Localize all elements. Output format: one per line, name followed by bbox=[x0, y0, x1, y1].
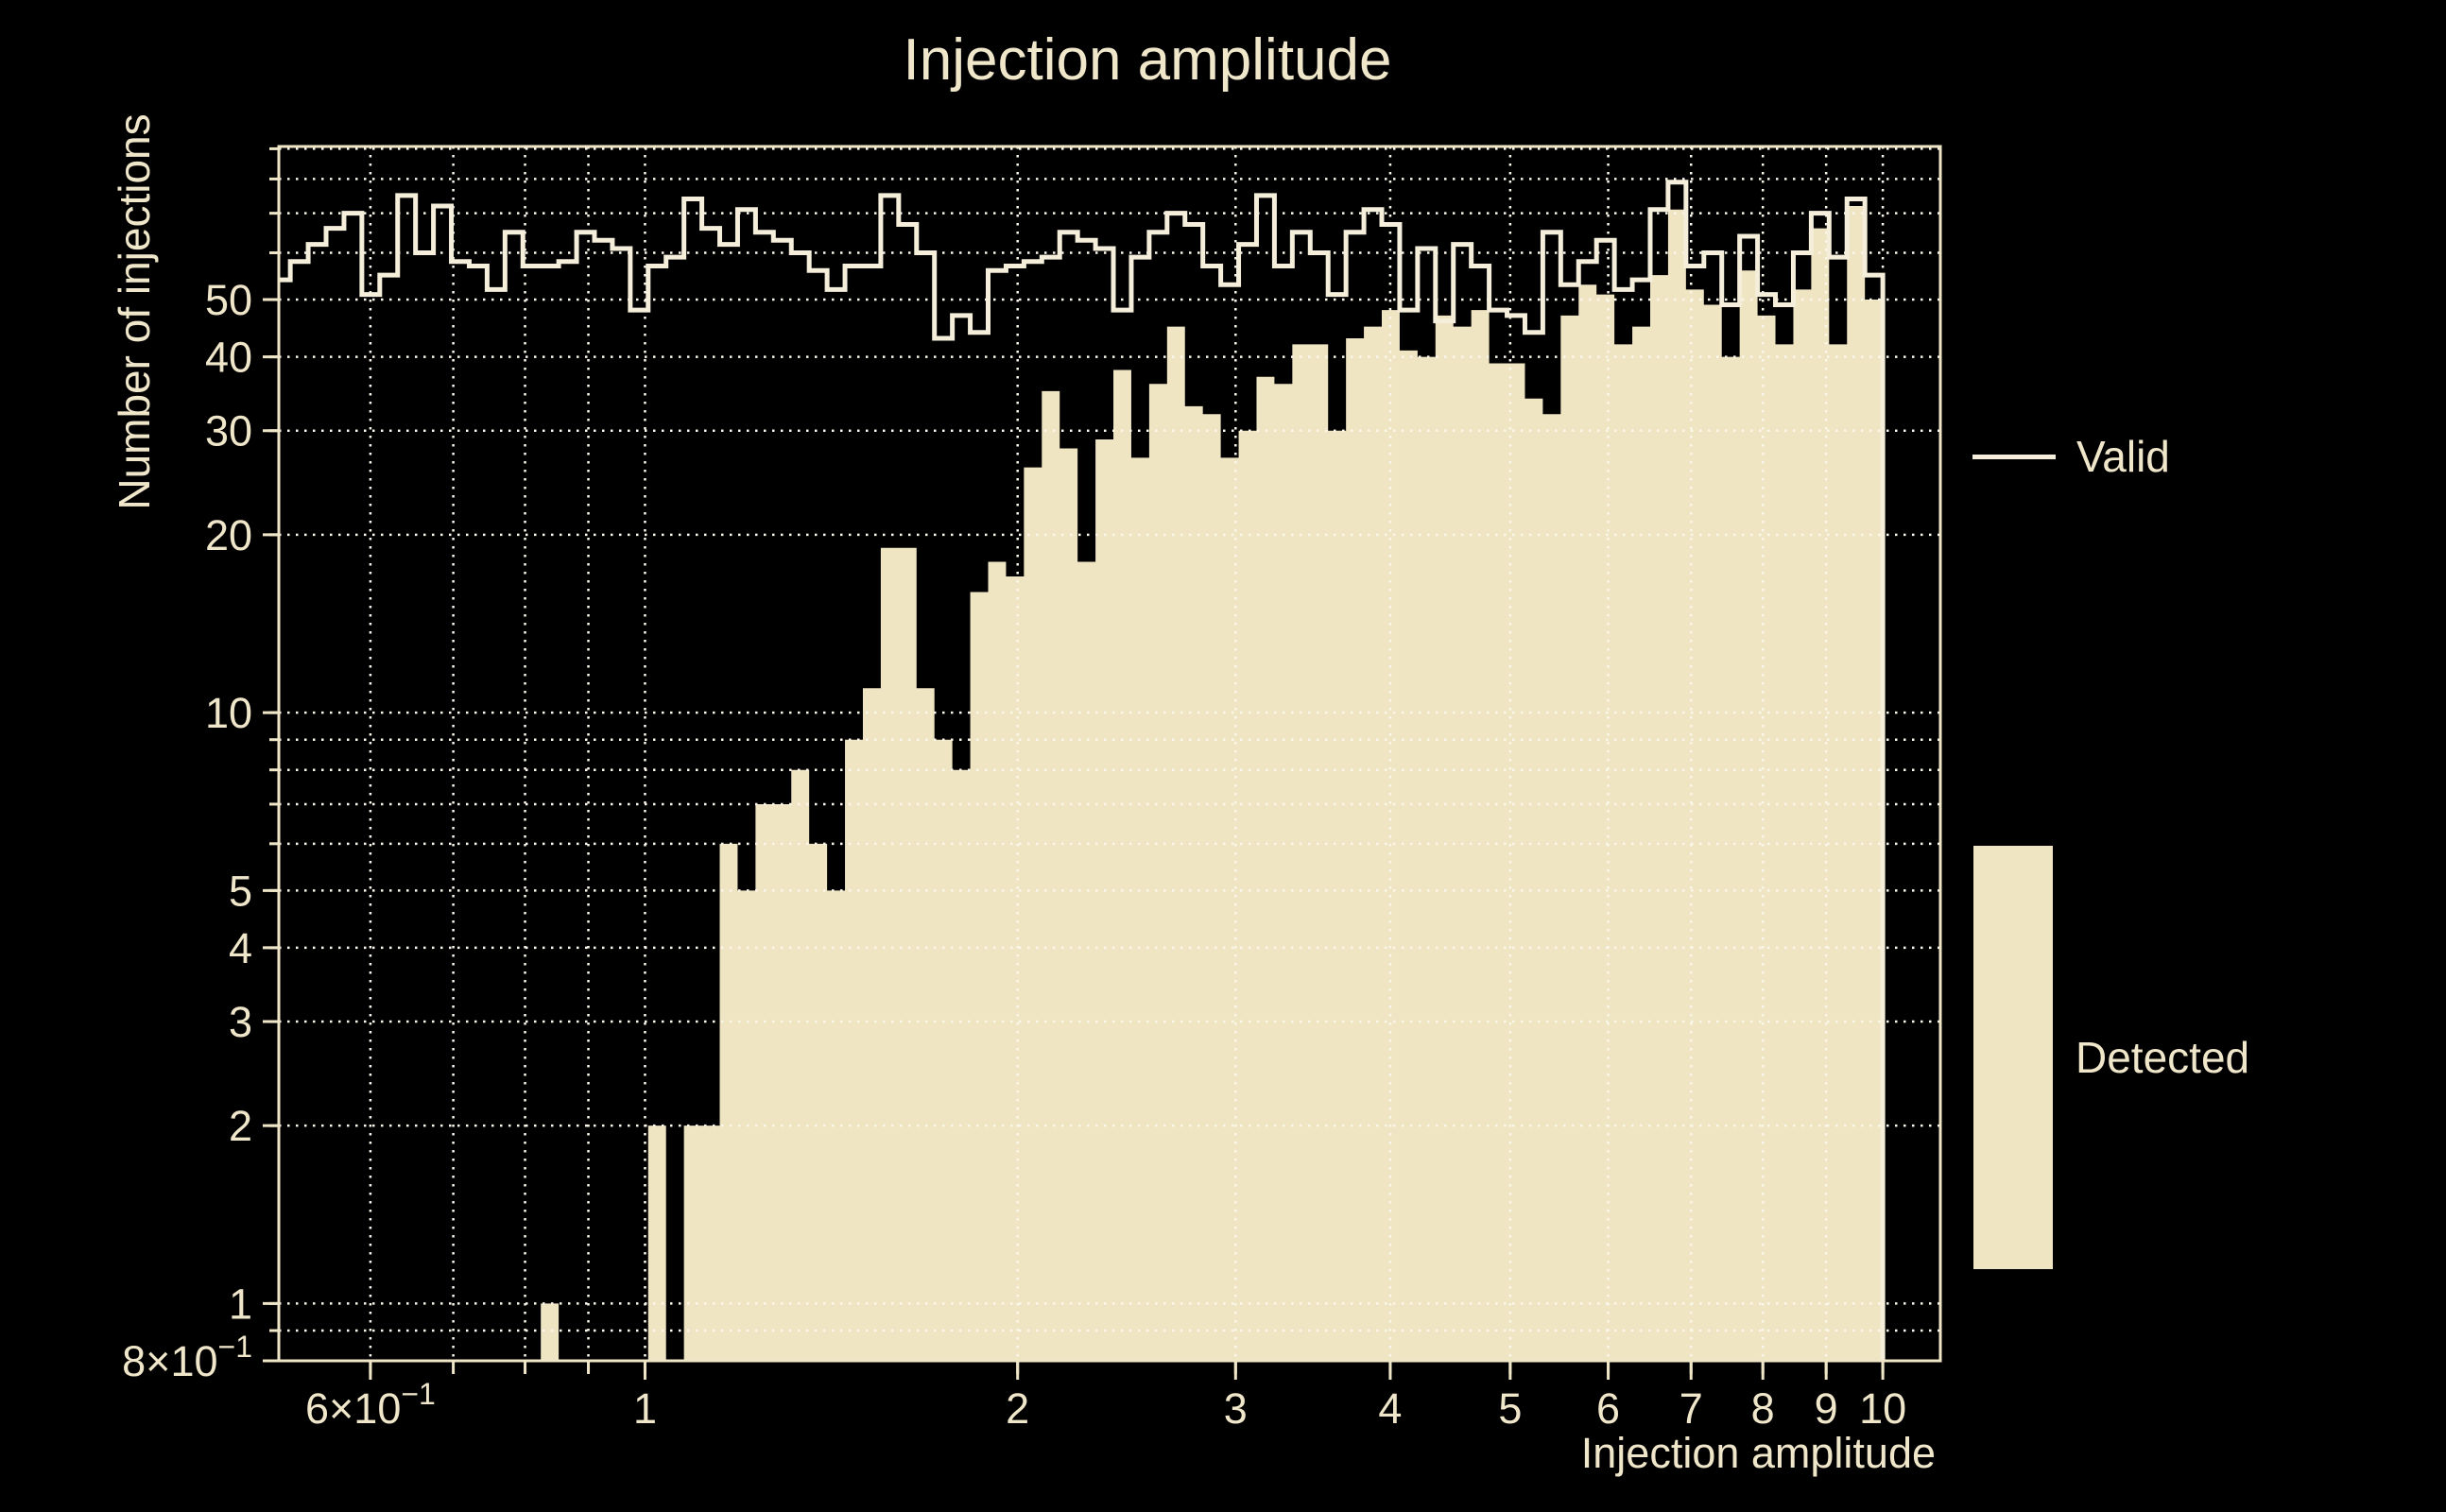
y-tick-label: 30 bbox=[205, 407, 252, 455]
x-tick-label: 10 bbox=[1859, 1384, 1906, 1433]
y-tick-label: 40 bbox=[205, 334, 252, 382]
y-tick-label: 5 bbox=[229, 867, 252, 915]
x-tick-label: 8 bbox=[1751, 1384, 1775, 1433]
y-tick-label: 8×10−1 bbox=[122, 1330, 252, 1385]
x-axis-title: Injection amplitude bbox=[1580, 1429, 1936, 1477]
x-tick-label: 9 bbox=[1815, 1384, 1838, 1433]
y-tick-label: 10 bbox=[205, 689, 252, 737]
legend-valid-label: Valid bbox=[2076, 432, 2170, 481]
x-tick-label: 1 bbox=[633, 1384, 657, 1433]
y-tick-label: 4 bbox=[229, 924, 252, 972]
legend-detected-label: Detected bbox=[2076, 1033, 2250, 1082]
y-tick-label: 2 bbox=[229, 1102, 252, 1150]
x-tick-label: 6×10−1 bbox=[305, 1377, 436, 1433]
y-tick-label: 3 bbox=[229, 998, 252, 1046]
detected-histogram bbox=[541, 206, 1884, 1362]
chart-title: Injection amplitude bbox=[903, 27, 1392, 93]
legend-item-detected: Detected bbox=[1973, 846, 2249, 1269]
x-tick-label: 3 bbox=[1224, 1384, 1248, 1433]
valid-histogram-line bbox=[279, 180, 1886, 1361]
x-tick-label: 4 bbox=[1378, 1384, 1402, 1433]
detected-fill-swatch bbox=[1973, 846, 2053, 1269]
legend-item-valid: Valid bbox=[1972, 431, 2170, 482]
x-tick-label: 2 bbox=[1006, 1384, 1029, 1433]
x-tick-label: 5 bbox=[1498, 1384, 1522, 1433]
x-tick-label: 7 bbox=[1679, 1384, 1703, 1433]
y-tick-label: 1 bbox=[229, 1280, 252, 1328]
x-tick-label: 6 bbox=[1596, 1384, 1620, 1433]
y-tick-label: 20 bbox=[205, 511, 252, 559]
plot-frame bbox=[277, 145, 1942, 1363]
y-tick-label: 50 bbox=[205, 276, 252, 324]
valid-line-swatch bbox=[1972, 454, 2056, 459]
y-axis-title: Number of injections bbox=[110, 113, 159, 510]
